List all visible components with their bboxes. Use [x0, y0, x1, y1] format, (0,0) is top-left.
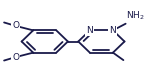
Text: N: N	[86, 26, 93, 35]
Text: O: O	[12, 21, 19, 30]
Text: NH$_2$: NH$_2$	[126, 10, 145, 22]
Text: N: N	[110, 26, 116, 35]
Text: O: O	[12, 53, 19, 62]
